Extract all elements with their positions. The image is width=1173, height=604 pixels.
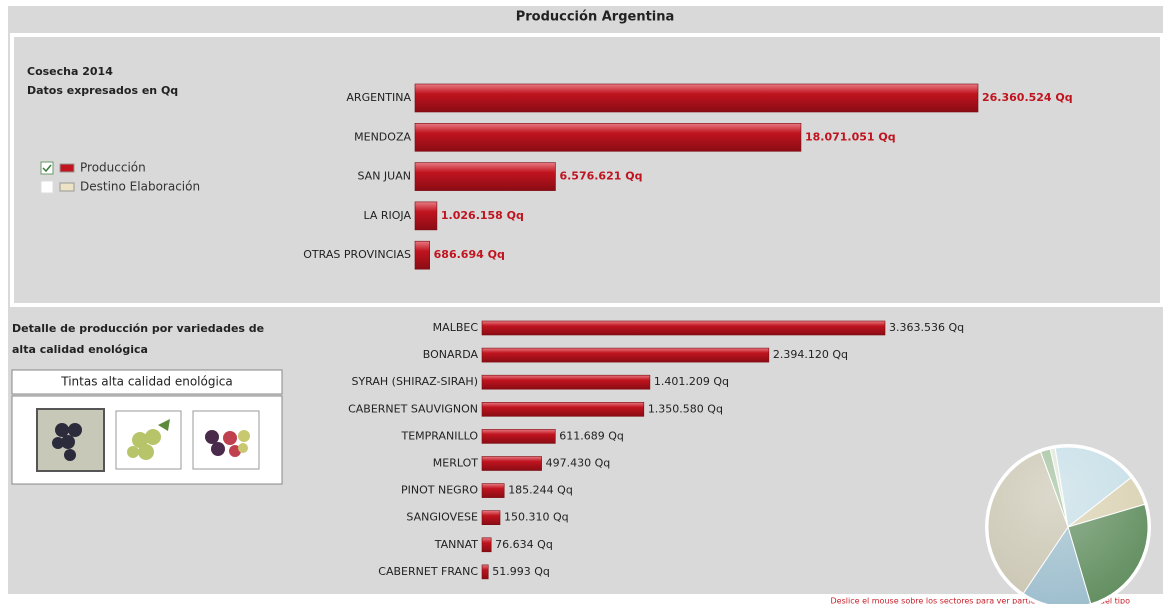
bar bbox=[415, 163, 555, 191]
value-label: 6.576.621 Qq bbox=[559, 170, 642, 183]
value-label: 18.071.051 Qq bbox=[805, 130, 896, 143]
bar bbox=[415, 84, 978, 112]
value-label: 686.694 Qq bbox=[434, 248, 505, 261]
bar bbox=[415, 202, 437, 230]
category-label: SANGIOVESE bbox=[406, 511, 478, 524]
category-label: CABERNET FRANC bbox=[378, 565, 478, 578]
category-label: BONARDA bbox=[423, 348, 479, 361]
bar bbox=[482, 375, 650, 389]
page-title: Producción Argentina bbox=[516, 10, 675, 25]
grape-button[interactable] bbox=[37, 409, 104, 471]
bar bbox=[415, 241, 430, 269]
value-label: 26.360.524 Qq bbox=[982, 91, 1073, 104]
category-label: TEMPRANILLO bbox=[400, 429, 478, 442]
legend-label: Destino Elaboración bbox=[80, 180, 200, 194]
value-label: 150.310 Qq bbox=[504, 511, 569, 524]
category-label: ARGENTINA bbox=[346, 91, 411, 104]
dashboard: Producción Argentina Cosecha 2014 Datos … bbox=[0, 0, 1173, 604]
value-label: 76.634 Qq bbox=[495, 538, 553, 551]
bar bbox=[415, 123, 801, 151]
pie-gloss bbox=[988, 447, 1148, 604]
category-label: MENDOZA bbox=[354, 130, 411, 143]
legend-swatch bbox=[60, 164, 74, 172]
category-label: TANNAT bbox=[434, 538, 479, 551]
value-label: 185.244 Qq bbox=[508, 484, 573, 497]
info-line: Cosecha 2014 bbox=[27, 65, 113, 78]
value-label: 2.394.120 Qq bbox=[773, 348, 848, 361]
value-label: 3.363.536 Qq bbox=[889, 321, 964, 334]
legend-label: Producción bbox=[80, 161, 146, 175]
bar bbox=[482, 429, 555, 443]
bar bbox=[482, 538, 491, 552]
legend-checkbox[interactable] bbox=[41, 181, 53, 193]
value-label: 1.350.580 Qq bbox=[648, 402, 723, 415]
bar bbox=[482, 348, 769, 362]
value-label: 611.689 Qq bbox=[559, 429, 624, 442]
grape-button[interactable] bbox=[116, 411, 181, 469]
legend-checkbox[interactable] bbox=[41, 162, 53, 174]
bar bbox=[482, 511, 500, 525]
detail-title: Detalle de producción por variedades de bbox=[12, 322, 264, 335]
category-label: CABERNET SAUVIGNON bbox=[348, 402, 478, 415]
value-label: 1.026.158 Qq bbox=[441, 209, 524, 222]
category-label: SYRAH (SHIRAZ-SIRAH) bbox=[351, 375, 478, 388]
category-label: LA RIOJA bbox=[363, 209, 411, 222]
bar bbox=[482, 457, 542, 471]
bar bbox=[482, 321, 885, 335]
grape-button[interactable] bbox=[193, 411, 259, 469]
legend-swatch bbox=[60, 183, 74, 191]
bar bbox=[482, 402, 644, 416]
detail-title: alta calidad enológica bbox=[12, 343, 148, 356]
value-label: 497.430 Qq bbox=[546, 457, 611, 470]
info-line: Datos expresados en Qq bbox=[27, 84, 178, 97]
value-label: 1.401.209 Qq bbox=[654, 375, 729, 388]
category-label: MALBEC bbox=[433, 321, 479, 334]
selector-label: Tintas alta calidad enológica bbox=[60, 375, 233, 389]
value-label: 51.993 Qq bbox=[492, 565, 550, 578]
category-label: PINOT NEGRO bbox=[401, 484, 478, 497]
bar bbox=[482, 565, 488, 579]
category-label: SAN JUAN bbox=[358, 170, 412, 183]
category-label: OTRAS PROVINCIAS bbox=[303, 248, 411, 261]
bar bbox=[482, 484, 504, 498]
category-label: MERLOT bbox=[433, 457, 478, 470]
